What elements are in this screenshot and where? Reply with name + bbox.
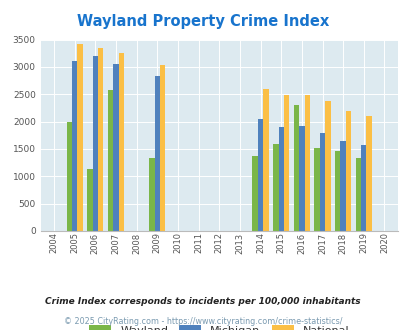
Bar bbox=[360, 145, 366, 231]
Bar bbox=[113, 64, 118, 231]
Bar bbox=[355, 158, 360, 231]
Bar bbox=[262, 89, 268, 231]
Bar bbox=[273, 144, 278, 231]
Bar bbox=[87, 169, 92, 231]
Bar bbox=[334, 151, 340, 231]
Bar bbox=[160, 65, 165, 231]
Bar bbox=[313, 148, 319, 231]
Bar bbox=[345, 111, 350, 231]
Bar bbox=[66, 122, 72, 231]
Bar bbox=[283, 95, 288, 231]
Bar bbox=[257, 119, 262, 231]
Bar bbox=[98, 48, 103, 231]
Bar bbox=[108, 90, 113, 231]
Bar bbox=[278, 127, 283, 231]
Bar bbox=[118, 53, 124, 231]
Text: Wayland Property Crime Index: Wayland Property Crime Index bbox=[77, 14, 328, 29]
Bar bbox=[252, 156, 257, 231]
Bar bbox=[366, 115, 371, 231]
Legend: Wayland, Michigan, National: Wayland, Michigan, National bbox=[84, 321, 353, 330]
Bar bbox=[72, 61, 77, 231]
Bar bbox=[149, 158, 154, 231]
Bar bbox=[340, 141, 345, 231]
Bar bbox=[154, 76, 160, 231]
Bar bbox=[298, 126, 304, 231]
Bar bbox=[92, 56, 98, 231]
Text: © 2025 CityRating.com - https://www.cityrating.com/crime-statistics/: © 2025 CityRating.com - https://www.city… bbox=[64, 317, 341, 326]
Bar bbox=[77, 44, 83, 231]
Text: Crime Index corresponds to incidents per 100,000 inhabitants: Crime Index corresponds to incidents per… bbox=[45, 297, 360, 307]
Bar bbox=[319, 133, 324, 231]
Bar bbox=[324, 101, 330, 231]
Bar bbox=[293, 105, 298, 231]
Bar bbox=[304, 95, 309, 231]
